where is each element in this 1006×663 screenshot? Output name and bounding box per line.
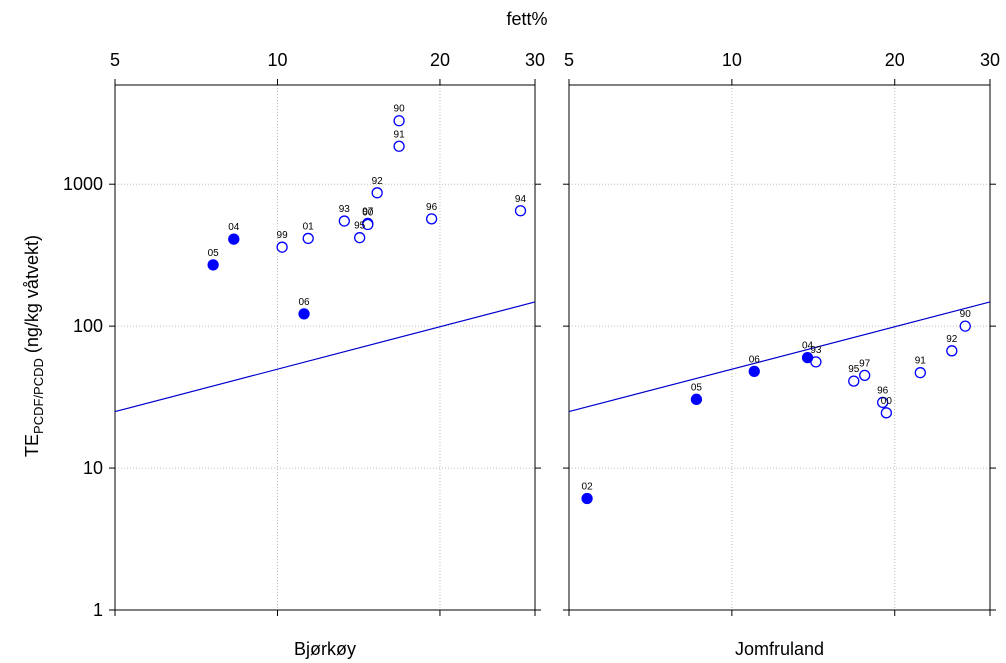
data-label-99: 99 [277, 230, 289, 241]
data-point-96 [425, 213, 438, 225]
data-label-05: 05 [691, 382, 703, 393]
data-point-97 [859, 369, 871, 382]
data-label-00: 00 [881, 396, 893, 407]
y-tick-label: 1 [93, 600, 103, 620]
data-point-05 [690, 393, 703, 405]
data-label-90: 90 [960, 309, 972, 320]
data-label-97: 97 [362, 206, 374, 217]
data-point-96 [877, 396, 889, 409]
y-tick-label: 1000 [63, 174, 103, 194]
data-point-94 [514, 205, 527, 217]
data-point-06 [748, 365, 760, 378]
y-axis-title-main: TE [22, 434, 42, 457]
data-label-91: 91 [394, 129, 406, 140]
data-point-93 [338, 215, 350, 227]
x-tick-label: 20 [885, 50, 905, 70]
data-label-91: 91 [915, 356, 927, 367]
data-label-00: 00 [362, 208, 374, 219]
data-point-05 [207, 259, 219, 271]
shared-x-axis-title: fett% [506, 9, 547, 29]
data-point-02 [581, 492, 593, 505]
y-tick-label: 10 [83, 458, 103, 478]
x-tick-label: 5 [110, 50, 120, 70]
data-point-95 [848, 375, 860, 387]
data-label-01: 01 [303, 221, 315, 232]
data-label-04: 04 [228, 222, 240, 233]
plot-frame [568, 84, 991, 611]
x-tick-label: 5 [564, 50, 574, 70]
data-label-04: 04 [802, 341, 814, 352]
x-tick-label: 10 [722, 50, 742, 70]
data-label-06: 06 [749, 354, 761, 365]
data-label-92: 92 [946, 334, 958, 345]
data-point-91 [393, 140, 405, 152]
data-label-92: 92 [372, 176, 384, 187]
data-label-90: 90 [394, 104, 406, 115]
data-label-93: 93 [810, 345, 822, 356]
x-tick-label: 30 [980, 50, 1000, 70]
data-point-06 [298, 308, 310, 320]
data-point-90 [393, 115, 405, 127]
data-label-93: 93 [339, 204, 351, 215]
panel-title: Jomfruland [735, 639, 824, 659]
data-point-99 [276, 241, 288, 253]
data-point-92 [946, 345, 958, 357]
data-point-92 [371, 187, 383, 199]
data-point-01 [302, 232, 314, 245]
data-label-94: 94 [515, 194, 527, 205]
data-point-04 [228, 233, 240, 245]
data-point-90 [959, 320, 971, 332]
x-tick-label: 30 [525, 50, 545, 70]
data-label-96: 96 [877, 385, 889, 396]
x-tick-label: 10 [267, 50, 287, 70]
data-label-97: 97 [859, 358, 871, 369]
data-label-02: 02 [582, 482, 594, 493]
data-label-05: 05 [208, 248, 220, 259]
data-label-95: 95 [848, 364, 860, 375]
y-axis-title-rest: (ng/kg våtvekt) [22, 235, 42, 358]
data-point-00 [880, 407, 893, 419]
panel-title: Bjørkøy [294, 639, 356, 659]
data-label-06: 06 [298, 297, 310, 308]
y-tick-label: 100 [73, 316, 103, 336]
data-label-95: 95 [354, 221, 366, 232]
regression-line [114, 301, 536, 413]
data-point-04 [801, 351, 814, 364]
data-label-96: 96 [426, 202, 438, 213]
y-axis-title: TEPCDF/PCDD (ng/kg våtvekt) [22, 235, 46, 457]
plot-frame [114, 84, 536, 611]
data-point-00 [362, 218, 374, 231]
data-point-91 [914, 367, 926, 379]
regression-line [568, 301, 991, 413]
y-axis-title-subscript: PCDF/PCDD [31, 358, 46, 434]
data-point-95 [354, 232, 366, 244]
x-tick-label: 20 [430, 50, 450, 70]
